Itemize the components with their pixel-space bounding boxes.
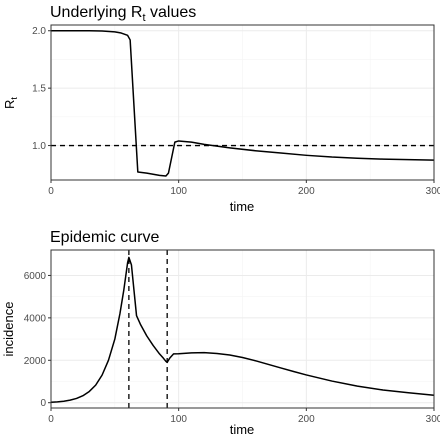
rt-x-tick-label: 200 bbox=[298, 186, 315, 197]
epidemic-series bbox=[50, 256, 435, 404]
epidemic-chart: Epidemic curve 0 100 200 300 0200040006000 … bbox=[1, 229, 440, 437]
epidemic-x-tick-label: 200 bbox=[298, 414, 315, 425]
epidemic-y-axis: 0 2000 4000 6000 bbox=[24, 271, 51, 409]
epidemic-y-tick-label: 2000 bbox=[24, 356, 47, 367]
epidemic-y-tick-label: 6000 bbox=[24, 271, 47, 282]
rt-data-line bbox=[51, 29, 435, 177]
rt-chart: Underlying Rt values 0 100 200 300 1.0 1.5 2.… bbox=[2, 4, 440, 214]
rt-x-axis: 0 100 200 300 bbox=[48, 180, 440, 197]
epidemic-y-tick-label: 0 bbox=[40, 398, 46, 409]
epidemic-x-tick-label: 300 bbox=[426, 414, 440, 425]
rt-plot-border bbox=[50, 24, 435, 181]
rt-y-axis-title: Rt bbox=[2, 97, 19, 109]
rt-y-axis: 1.0 1.5 2.0 bbox=[32, 26, 51, 152]
epidemic-chart-title: Epidemic curve bbox=[50, 229, 159, 246]
rt-x-tick-label: 300 bbox=[426, 186, 440, 197]
epidemic-plot-border bbox=[50, 249, 435, 409]
rt-series bbox=[51, 29, 435, 177]
epidemic-y-axis-title: incidence bbox=[1, 302, 16, 357]
epidemic-x-tick-label: 0 bbox=[48, 414, 54, 425]
epidemic-x-axis: 0 100 200 300 bbox=[48, 408, 440, 425]
rt-y-tick-label: 1.5 bbox=[32, 84, 46, 95]
rt-x-axis-title: time bbox=[230, 199, 255, 214]
rt-x-tick-label: 0 bbox=[48, 186, 54, 197]
rt-x-tick-label: 100 bbox=[170, 186, 187, 197]
epidemic-data-line bbox=[50, 256, 435, 404]
rt-y-tick-label: 1.0 bbox=[32, 141, 46, 152]
rt-y-tick-label: 2.0 bbox=[32, 26, 46, 37]
epidemic-x-axis-title: time bbox=[230, 422, 255, 437]
epidemic-y-tick-label: 4000 bbox=[24, 313, 47, 324]
rt-chart-title: Underlying Rt values bbox=[50, 4, 196, 24]
epidemic-x-tick-label: 100 bbox=[170, 414, 187, 425]
